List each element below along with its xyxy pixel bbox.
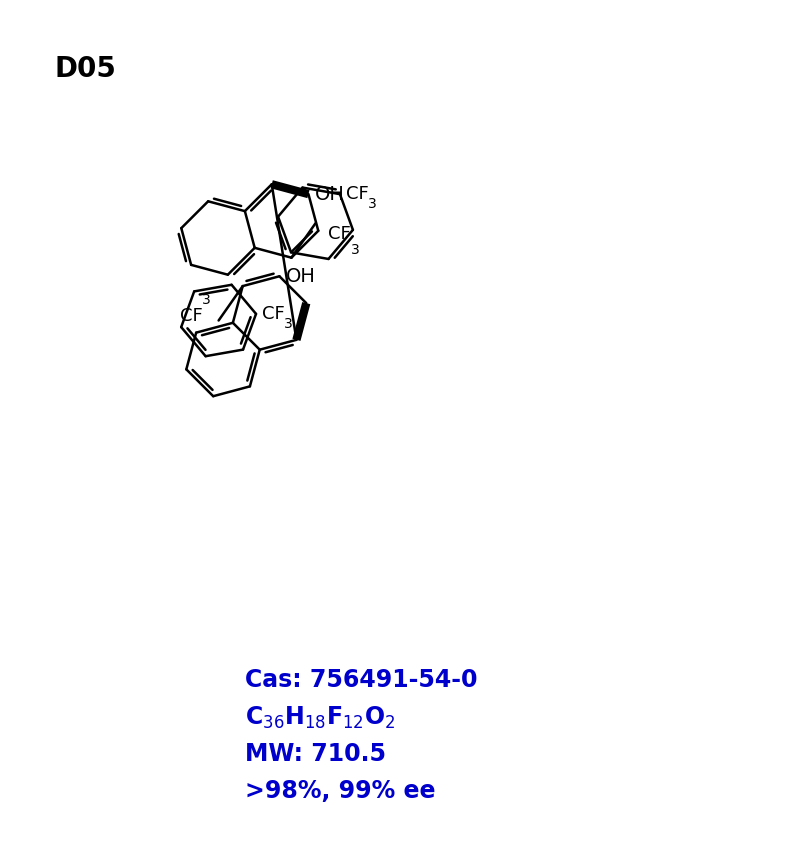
Text: OH: OH [314,185,344,204]
Text: D05: D05 [55,55,117,83]
Text: >98%, 99% ee: >98%, 99% ee [245,779,435,803]
Text: 3: 3 [350,243,358,257]
Text: MW: 710.5: MW: 710.5 [245,742,386,766]
Text: Cas: 756491-54-0: Cas: 756491-54-0 [245,668,477,692]
Text: CF: CF [328,225,350,243]
Text: 3: 3 [284,317,293,331]
Text: 3: 3 [367,197,376,211]
Text: CF: CF [261,305,285,323]
Text: 3: 3 [202,293,211,308]
Text: OH: OH [285,267,315,285]
Text: C$_{36}$H$_{18}$F$_{12}$O$_{2}$: C$_{36}$H$_{18}$F$_{12}$O$_{2}$ [245,705,395,731]
Text: CF: CF [180,308,203,325]
Text: CF: CF [346,185,368,203]
